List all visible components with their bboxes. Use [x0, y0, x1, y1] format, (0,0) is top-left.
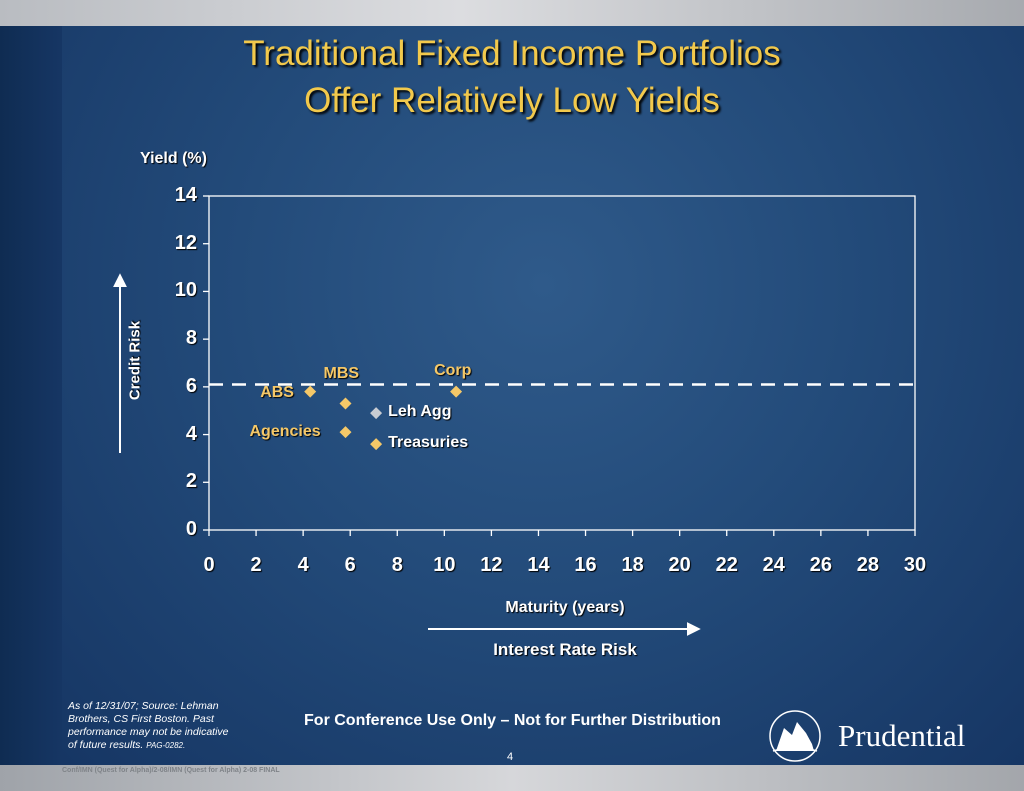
- source-note-text: As of 12/31/07; Source: Lehman Brothers,…: [68, 700, 229, 751]
- x-tick-label: 20: [668, 554, 691, 576]
- y-tick-label: 6: [185, 374, 197, 397]
- x-tick-label: 16: [574, 554, 597, 576]
- point-abs: [304, 385, 317, 398]
- y-tick-label: 4: [185, 422, 197, 445]
- y-tick-label: 14: [174, 184, 197, 206]
- conference-notice: For Conference Use Only – Not for Furthe…: [304, 712, 721, 729]
- point-label-abs: ABS: [260, 383, 294, 401]
- x-tick-label: 2: [250, 554, 262, 576]
- point-mbs: [339, 397, 352, 410]
- x-tick-label: 22: [715, 554, 738, 576]
- x-tick-label: 12: [480, 554, 503, 576]
- x-tick-label: 18: [621, 554, 644, 576]
- brand-name: Prudential: [838, 718, 966, 753]
- point-label-treasuries: Treasuries: [388, 434, 469, 452]
- point-treasuries: [370, 438, 383, 451]
- point-label-mbs: MBS: [323, 364, 360, 382]
- y-tick-label: 8: [185, 327, 197, 350]
- x-axis-title: Maturity (years): [505, 599, 625, 616]
- x-tick-label: 6: [344, 554, 356, 576]
- top-bar: [0, 0, 1024, 26]
- page-number: 4: [506, 751, 514, 763]
- slide-background: [62, 26, 1024, 765]
- x-tick-label: 26: [809, 554, 832, 576]
- slide-title-line-2: Offer Relatively Low Yields: [304, 81, 720, 120]
- point-leh-agg: [370, 407, 383, 420]
- interest-rate-risk-label: Interest Rate Risk: [493, 640, 637, 659]
- source-note: As of 12/31/07; Source: Lehman Brothers,…: [68, 700, 238, 752]
- y-tick-label: 12: [174, 231, 197, 254]
- point-label-leh-agg: Leh Agg: [388, 403, 452, 421]
- x-tick-label: 28: [856, 554, 880, 576]
- y-tick-label: 2: [185, 470, 197, 493]
- credit-risk-label: Credit Risk: [126, 320, 144, 401]
- point-corp: [450, 385, 463, 398]
- y-axis-title: Yield (%): [140, 150, 207, 167]
- y-tick-label: 10: [174, 279, 197, 302]
- x-tick-label: 10: [433, 554, 456, 576]
- x-tick-label: 30: [903, 554, 927, 576]
- plot-frame: [208, 195, 916, 531]
- point-agencies: [339, 426, 352, 439]
- x-tick-label: 14: [527, 554, 550, 576]
- x-tick-label: 24: [762, 554, 785, 576]
- bottom-bar: [0, 765, 1024, 791]
- x-tick-label: 0: [203, 554, 215, 576]
- y-tick-label: 0: [185, 518, 197, 540]
- x-tick-label: 4: [297, 554, 309, 576]
- slide-title-line-1: Traditional Fixed Income Portfolios: [243, 34, 781, 73]
- x-tick-label: 8: [391, 554, 403, 576]
- left-band: [0, 26, 62, 765]
- footer-path: Conf/IMN (Quest for Alpha)/2-08/IMN (Que…: [62, 767, 280, 774]
- point-label-corp: Corp: [434, 361, 472, 379]
- point-label-agencies: Agencies: [249, 423, 321, 441]
- source-code: PAG-0282.: [146, 741, 186, 750]
